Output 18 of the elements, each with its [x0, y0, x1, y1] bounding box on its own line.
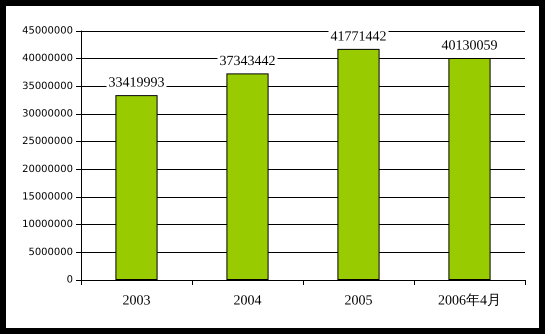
y-tick-label: 20000000 — [22, 164, 73, 175]
data-label: 37343442 — [220, 54, 276, 69]
x-tick-label: 2005 — [344, 294, 372, 308]
x-tick-label: 2004 — [234, 294, 262, 308]
data-label: 41771442 — [330, 29, 386, 44]
y-tick-label: 10000000 — [22, 219, 73, 230]
y-tick-label: 0 — [66, 274, 73, 286]
y-tick-label: 25000000 — [22, 136, 73, 148]
y-tick-label: 40000000 — [22, 53, 73, 64]
x-tick-label: 2006年4月 — [438, 292, 501, 308]
data-label: 33419993 — [108, 76, 164, 91]
y-tick-label: 5000000 — [28, 246, 73, 258]
x-tick-label: 2003 — [122, 294, 150, 308]
y-tick-label: 35000000 — [22, 80, 73, 92]
y-tick-label: 15000000 — [22, 192, 73, 202]
y-tick-label: 30000000 — [22, 108, 73, 120]
y-tick-label: 45000000 — [22, 26, 73, 36]
data-label: 40130059 — [442, 38, 498, 54]
